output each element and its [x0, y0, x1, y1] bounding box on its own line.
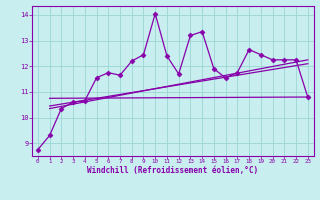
X-axis label: Windchill (Refroidissement éolien,°C): Windchill (Refroidissement éolien,°C) [87, 166, 258, 175]
